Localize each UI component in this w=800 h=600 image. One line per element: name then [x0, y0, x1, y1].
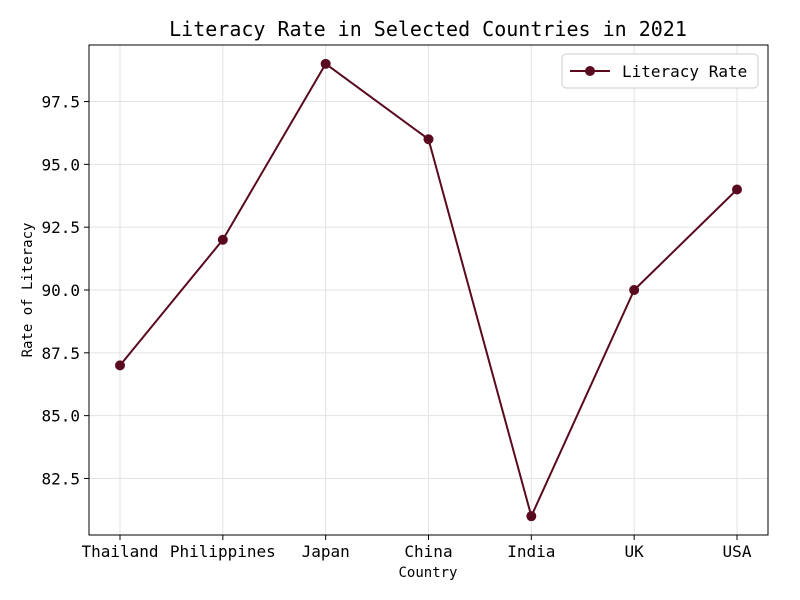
x-axis-label: Country [398, 565, 457, 581]
y-tick-label: 87.5 [41, 344, 80, 363]
x-tick-label: Thailand [81, 542, 158, 561]
data-point [320, 58, 331, 69]
x-tick-label: UK [625, 542, 645, 561]
y-tick-label: 82.5 [41, 469, 80, 488]
axis-ticks: Thailand Philippines Japan China India UK USA 8… [41, 93, 751, 561]
data-point [629, 285, 640, 295]
x-tick-label: China [404, 542, 452, 561]
y-tick-label: 95.0 [41, 155, 80, 174]
data-point [115, 360, 125, 371]
y-tick-label: 85.0 [41, 407, 80, 426]
series-layer [115, 58, 742, 522]
data-point [217, 234, 228, 245]
data-point [526, 511, 537, 522]
x-tick-label: Philippines [170, 542, 276, 561]
grid [89, 45, 768, 535]
legend-label: Literacy Rate [622, 62, 747, 81]
legend-box [561, 53, 759, 89]
y-tick-label: 92.5 [41, 218, 80, 237]
legend: Literacy Rate [561, 53, 759, 89]
plot-frame [88, 44, 769, 536]
x-tick-label: Japan [302, 542, 350, 561]
legend-marker-swatch [585, 66, 595, 76]
y-axis-label: Rate of Literacy [20, 223, 36, 358]
data-point [732, 184, 742, 195]
chart-title: Literacy Rate in Selected Countries in 2… [169, 17, 687, 41]
x-tick-label: USA [723, 542, 752, 561]
x-tick-label: India [507, 542, 555, 561]
data-point [423, 134, 434, 145]
y-tick-label: 97.5 [41, 93, 80, 112]
y-tick-label: 90.0 [41, 281, 80, 300]
